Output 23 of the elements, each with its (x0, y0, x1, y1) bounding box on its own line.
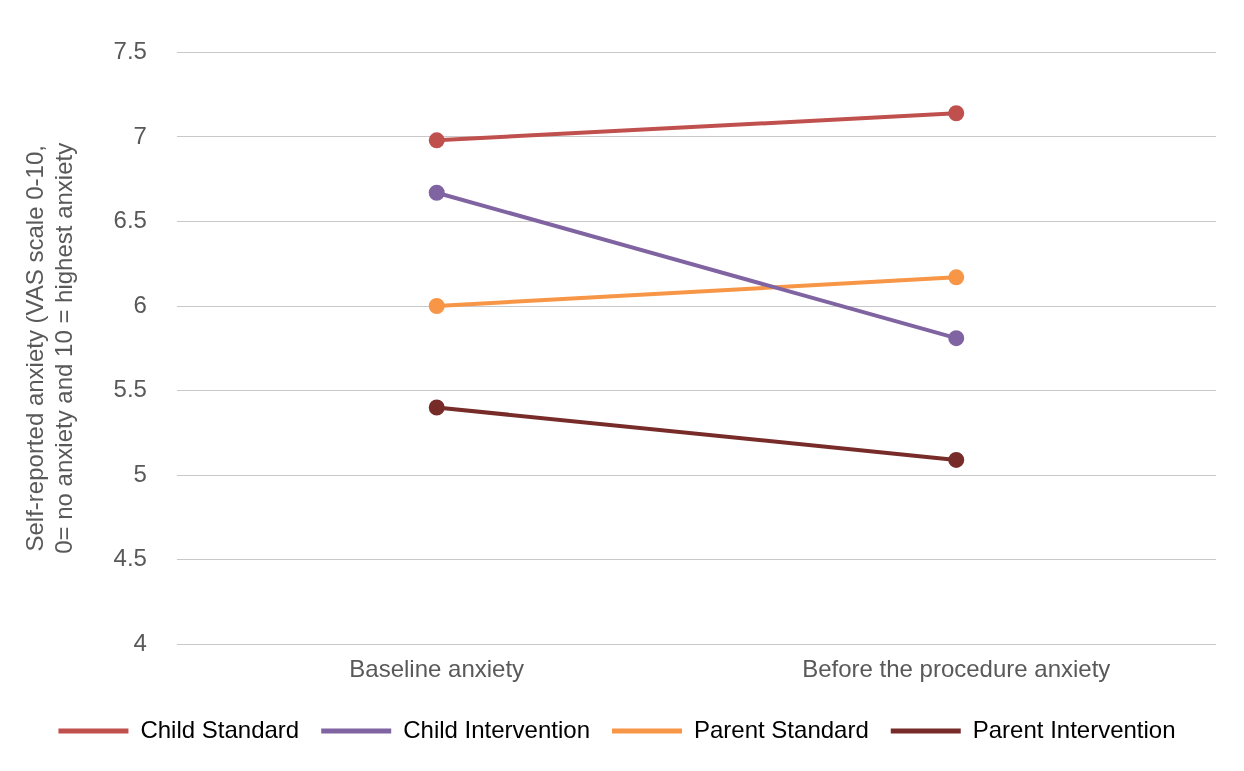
legend-label: Parent Standard (693, 715, 869, 743)
y-tick-label: 5 (133, 459, 147, 487)
point (948, 451, 965, 468)
y-tick-label: 4 (133, 628, 147, 656)
legend-label: Child Intervention (403, 715, 590, 743)
y-tick-label: 7.5 (113, 37, 147, 65)
y-tick-label: 5.5 (113, 375, 147, 403)
point (428, 399, 445, 416)
point (428, 184, 445, 201)
y-tick-label: 7 (133, 121, 147, 149)
point (428, 298, 445, 315)
point (948, 105, 965, 122)
point (428, 132, 445, 149)
x-tick-label: Baseline anxiety (349, 655, 525, 683)
legend-label: Parent Intervention (972, 715, 1176, 743)
x-tick-label: Before the procedure anxiety (802, 655, 1111, 683)
y-tick-label: 6.5 (113, 206, 147, 234)
point (948, 330, 965, 347)
legend-label: Child Standard (140, 715, 300, 743)
y-tick-label: 4.5 (113, 544, 147, 572)
y-tick-label: 6 (133, 290, 147, 318)
point (948, 269, 965, 286)
y-axis-title: Self-reported anxiety (VAS scale 0-10, 0= no anxiety and 10 = highest anxiety (21, 142, 77, 554)
